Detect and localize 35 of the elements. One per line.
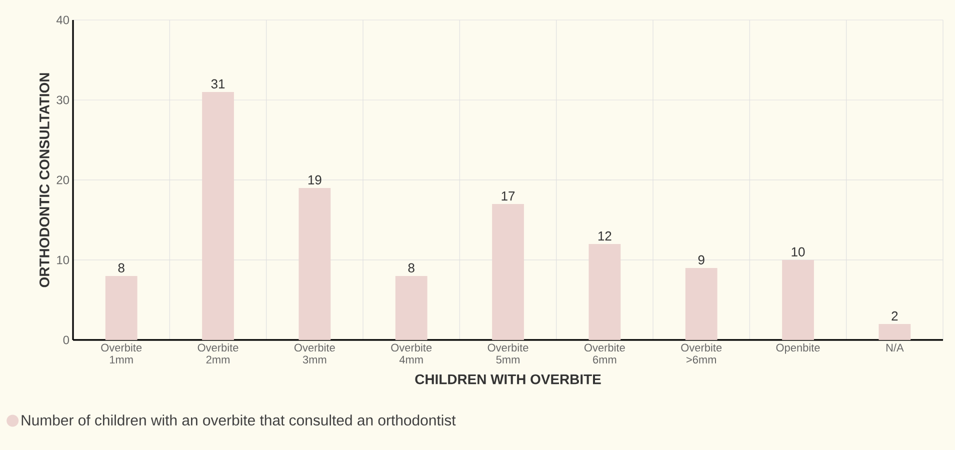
x-tick-label: Overbite 6mm <box>584 344 625 364</box>
data-label: 10 <box>792 247 805 256</box>
x-tick-label: Overbite 5mm <box>488 344 528 364</box>
y-tick-label: 0 <box>63 336 70 344</box>
x-tick-label: Overbite 2mm <box>198 344 238 364</box>
data-label: 9 <box>698 255 704 264</box>
y-tick-label: 40 <box>56 16 70 24</box>
bar <box>105 276 138 340</box>
data-label: 8 <box>408 263 414 272</box>
legend-label: Number of children with an overbite that consulted an orthodontist <box>22 414 456 426</box>
data-label: 17 <box>502 192 515 200</box>
x-tick-label: Openbite <box>776 344 820 354</box>
bar <box>685 268 718 340</box>
bar <box>298 188 331 340</box>
y-tick-label: 10 <box>57 256 70 264</box>
bar <box>782 260 814 340</box>
y-tick-label: 30 <box>56 96 70 104</box>
data-label: 12 <box>598 231 612 240</box>
x-tick-label: Overbite 4mm <box>391 344 432 364</box>
data-label: 8 <box>118 263 124 272</box>
bar <box>395 276 428 340</box>
x-tick-label: Overbite 1mm <box>101 344 142 364</box>
y-tick-label: 20 <box>56 176 70 184</box>
data-label: 2 <box>892 311 898 320</box>
bar <box>202 92 234 340</box>
data-label: 31 <box>211 79 225 88</box>
y-axis-title: ORTHODONTIC CONSULTATION <box>39 73 50 288</box>
x-tick-label: N/A <box>886 344 904 352</box>
x-tick-label: Overbite 3mm <box>294 344 335 364</box>
x-tick-label: Overbite >6mm <box>681 344 722 364</box>
bar <box>878 324 911 340</box>
bar <box>588 244 621 340</box>
data-label: 19 <box>308 175 322 184</box>
x-axis-title: CHILDREN WITH OVERBITE <box>415 374 601 384</box>
bar <box>492 204 524 340</box>
